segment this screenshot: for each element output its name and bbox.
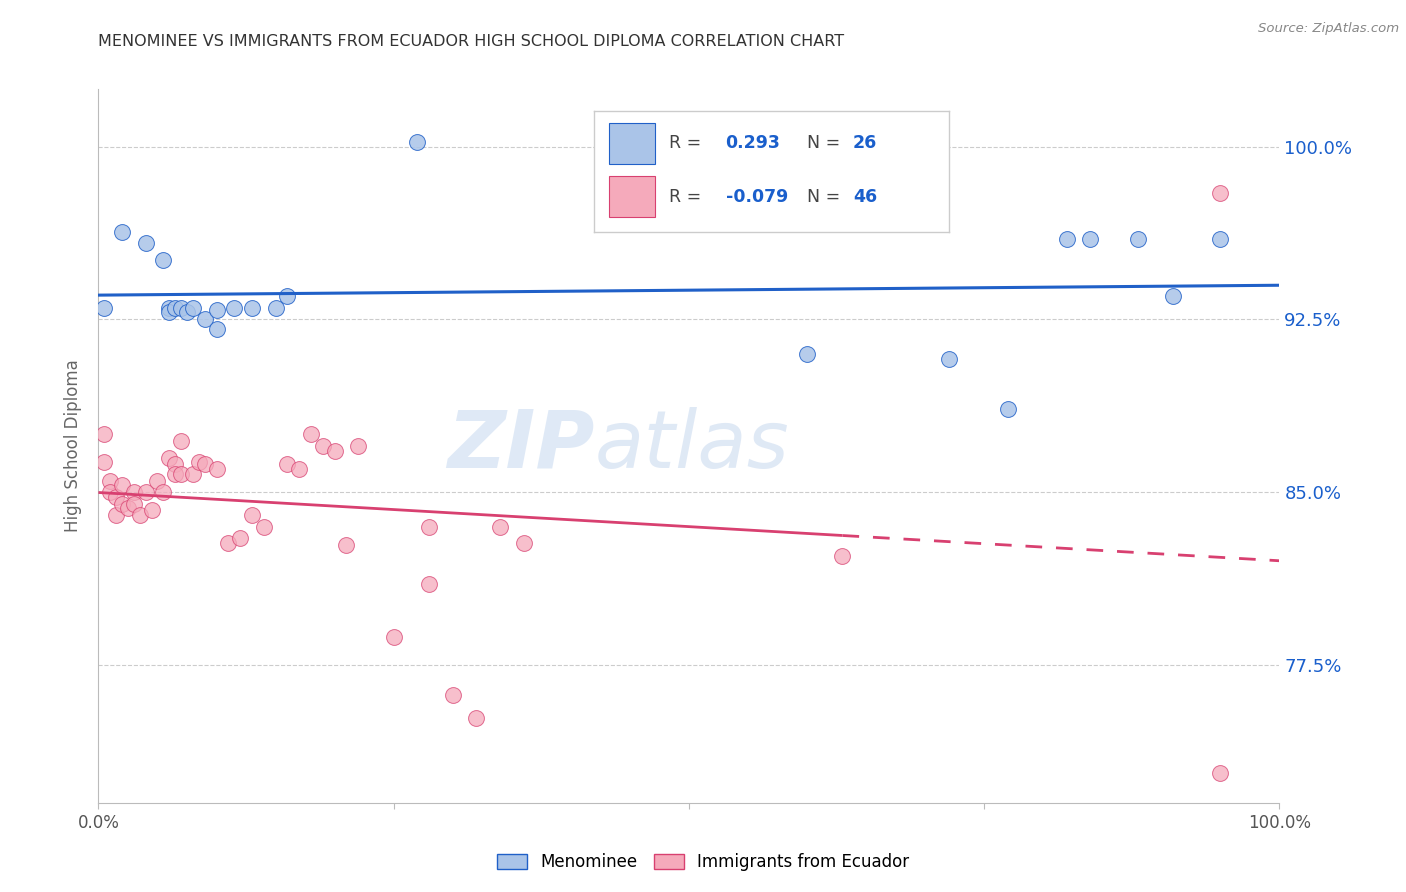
Point: [122, 497, 145, 511]
Point: [165, 467, 187, 481]
Text: Source: ZipAtlas.com: Source: ZipAtlas.com: [1258, 22, 1399, 36]
Point: [111, 497, 134, 511]
Point: [98, 474, 121, 488]
FancyBboxPatch shape: [609, 176, 655, 218]
Point: [1161, 289, 1184, 303]
Point: [105, 490, 128, 504]
Point: [299, 427, 322, 442]
Text: R =: R =: [669, 187, 707, 206]
Point: [135, 485, 157, 500]
Point: [253, 519, 276, 533]
Point: [335, 538, 357, 552]
Point: [111, 478, 134, 492]
Point: [489, 519, 512, 533]
Point: [187, 455, 209, 469]
Point: [181, 301, 204, 315]
Point: [997, 402, 1019, 417]
Point: [146, 474, 169, 488]
Point: [831, 549, 853, 564]
Point: [1209, 186, 1232, 200]
Point: [276, 458, 298, 472]
Point: [135, 236, 157, 251]
Point: [1209, 765, 1232, 780]
Text: 100.0%: 100.0%: [1249, 814, 1310, 832]
Point: [240, 508, 263, 522]
Text: -0.079: -0.079: [725, 187, 787, 206]
Point: [157, 450, 180, 465]
Point: [93, 455, 115, 469]
Point: [176, 305, 198, 319]
Text: MENOMINEE VS IMMIGRANTS FROM ECUADOR HIGH SCHOOL DIPLOMA CORRELATION CHART: MENOMINEE VS IMMIGRANTS FROM ECUADOR HIG…: [98, 34, 845, 49]
Text: R =: R =: [669, 135, 707, 153]
Text: N =: N =: [807, 135, 846, 153]
Point: [122, 485, 145, 500]
Point: [1126, 232, 1149, 246]
FancyBboxPatch shape: [609, 123, 655, 164]
Point: [224, 301, 246, 315]
Point: [938, 351, 960, 366]
Point: [157, 305, 180, 319]
Point: [323, 443, 346, 458]
Text: 26: 26: [853, 135, 877, 153]
Point: [165, 301, 187, 315]
Point: [1080, 232, 1102, 246]
Point: [111, 225, 134, 239]
Point: [205, 321, 228, 335]
Point: [288, 462, 311, 476]
Text: atlas: atlas: [595, 407, 789, 485]
Point: [194, 458, 217, 472]
Y-axis label: High School Diploma: High School Diploma: [65, 359, 83, 533]
Point: [157, 301, 180, 315]
Point: [217, 535, 239, 549]
Point: [152, 485, 174, 500]
Point: [406, 135, 429, 149]
Point: [170, 434, 193, 449]
Legend: Menominee, Immigrants from Ecuador: Menominee, Immigrants from Ecuador: [488, 845, 918, 880]
Point: [240, 301, 263, 315]
Point: [264, 301, 287, 315]
Text: 0.0%: 0.0%: [77, 814, 120, 832]
Text: 0.293: 0.293: [725, 135, 780, 153]
Text: N =: N =: [807, 187, 846, 206]
Point: [117, 501, 139, 516]
Point: [418, 577, 440, 591]
Point: [128, 508, 150, 522]
Point: [205, 303, 228, 318]
Point: [1056, 232, 1078, 246]
Text: ZIP: ZIP: [447, 407, 595, 485]
Point: [418, 519, 440, 533]
Point: [441, 688, 464, 702]
Point: [165, 458, 187, 472]
Point: [152, 252, 174, 267]
Point: [465, 711, 488, 725]
Point: [194, 312, 217, 326]
Point: [170, 301, 193, 315]
Point: [141, 503, 163, 517]
Point: [205, 462, 228, 476]
Point: [98, 485, 121, 500]
Point: [105, 508, 128, 522]
Point: [93, 301, 115, 315]
Point: [512, 535, 534, 549]
Point: [229, 531, 252, 545]
Text: 46: 46: [853, 187, 877, 206]
Point: [170, 467, 193, 481]
Point: [312, 439, 335, 453]
Point: [382, 630, 405, 644]
Point: [276, 289, 298, 303]
Point: [1209, 232, 1232, 246]
Point: [181, 467, 204, 481]
Point: [347, 439, 370, 453]
Point: [796, 347, 818, 361]
Point: [93, 427, 115, 442]
